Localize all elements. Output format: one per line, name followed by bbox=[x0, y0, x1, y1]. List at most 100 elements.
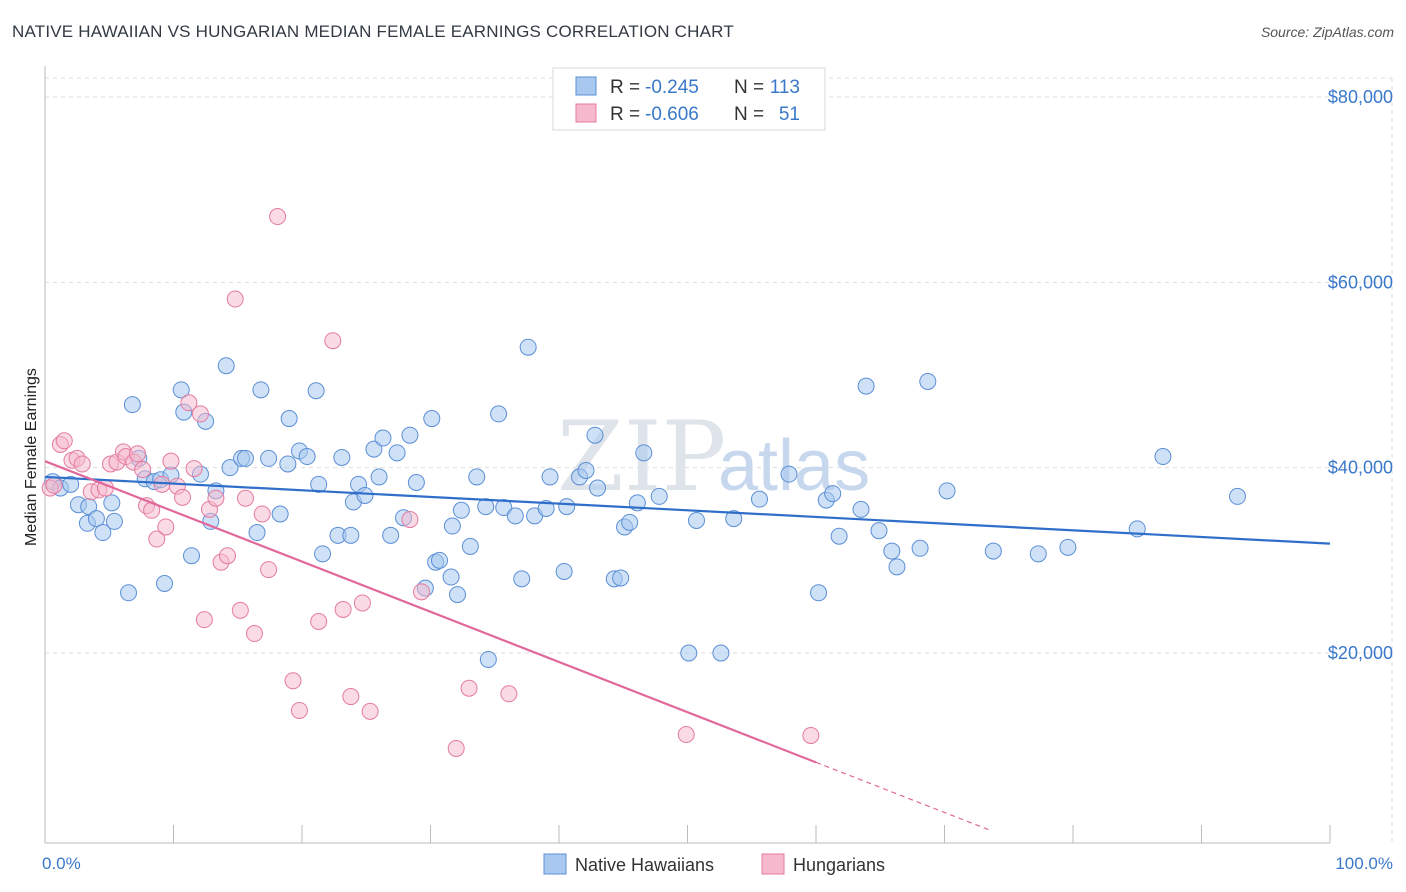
native-hawaiian-point bbox=[252, 381, 270, 399]
x-tick-label-1: 100.0% bbox=[1335, 854, 1393, 873]
legend-r-value-1: -0.245 bbox=[645, 77, 699, 98]
native-hawaiian-point bbox=[558, 498, 576, 516]
native-hawaiian-point bbox=[725, 510, 743, 528]
native-hawaiian-point bbox=[490, 405, 508, 423]
native-hawaiian-point bbox=[1228, 487, 1246, 505]
native-hawaiian-point bbox=[888, 558, 906, 576]
hungarian-trend-line-extension bbox=[815, 761, 990, 831]
native-hawaiian-point bbox=[477, 498, 495, 516]
native-hawaiian-points bbox=[44, 338, 1246, 668]
hungarian-point bbox=[180, 394, 198, 412]
native-hawaiian-point bbox=[824, 485, 842, 503]
hungarian-point bbox=[413, 583, 431, 601]
hungarian-point bbox=[245, 625, 263, 643]
native-hawaiian-point bbox=[87, 510, 105, 528]
hungarian-point bbox=[157, 518, 175, 536]
legend-n-label-1: N = bbox=[734, 77, 764, 98]
native-hawaiian-point bbox=[370, 468, 388, 486]
native-hawaiian-point bbox=[448, 586, 466, 604]
native-hawaiian-point bbox=[94, 524, 112, 542]
native-hawaiian-point bbox=[541, 468, 559, 486]
bottom-legend-hungarians: Hungarians bbox=[793, 855, 885, 875]
native-hawaiian-point bbox=[687, 511, 705, 529]
native-hawaiian-point bbox=[519, 338, 537, 356]
native-hawaiian-point bbox=[123, 396, 141, 414]
native-hawaiian-point bbox=[589, 479, 607, 497]
native-hawaiian-point bbox=[314, 545, 332, 563]
y-tick-label-2: $60,000 bbox=[1328, 272, 1393, 292]
hungarian-point bbox=[45, 476, 63, 494]
native-hawaiian-point bbox=[1059, 538, 1077, 556]
hungarian-point bbox=[802, 726, 820, 744]
hungarian-point bbox=[353, 594, 371, 612]
native-hawaiian-point bbox=[635, 444, 653, 462]
hungarian-point bbox=[218, 547, 236, 565]
bottom-legend-swatch-pink bbox=[761, 853, 785, 875]
native-hawaiian-point bbox=[452, 501, 470, 519]
native-hawaiian-point bbox=[680, 644, 698, 662]
native-hawaiian-point bbox=[442, 568, 460, 586]
native-hawaiian-point bbox=[1029, 545, 1047, 563]
hungarian-point bbox=[185, 460, 203, 478]
native-hawaiian-point bbox=[382, 526, 400, 544]
hungarian-point bbox=[134, 461, 152, 479]
native-hawaiian-point bbox=[555, 562, 573, 580]
hungarian-point bbox=[195, 611, 213, 629]
series-legend: Native Hawaiians Hungarians bbox=[543, 853, 885, 875]
native-hawaiian-point bbox=[365, 440, 383, 458]
native-hawaiian-point bbox=[298, 448, 316, 466]
native-hawaiian-point bbox=[810, 584, 828, 602]
native-hawaiian-point bbox=[356, 486, 374, 504]
native-hawaiian-point bbox=[280, 410, 298, 428]
hungarian-point bbox=[191, 405, 209, 423]
native-hawaiian-point bbox=[883, 542, 901, 560]
native-hawaiian-point bbox=[307, 382, 325, 400]
native-hawaiian-point bbox=[221, 459, 239, 477]
x-tick-labels: 0.0% 100.0% bbox=[42, 854, 1393, 873]
native-hawaiian-point bbox=[120, 584, 138, 602]
native-hawaiian-point bbox=[105, 512, 123, 530]
hungarian-point bbox=[269, 208, 287, 226]
legend-n-value-2: 51 bbox=[779, 104, 800, 125]
native-hawaiian-point bbox=[236, 449, 254, 467]
hungarian-point bbox=[207, 489, 225, 507]
y-tick-labels: $20,000 $40,000 $60,000 $80,000 bbox=[1328, 87, 1393, 663]
native-hawaiian-point bbox=[388, 444, 406, 462]
native-hawaiian-point bbox=[852, 500, 870, 518]
native-hawaiian-point bbox=[506, 507, 524, 525]
bottom-legend-swatch-blue bbox=[543, 853, 567, 875]
hungarian-point bbox=[162, 452, 180, 470]
native-hawaiian-point bbox=[750, 490, 768, 508]
native-hawaiian-point bbox=[310, 475, 328, 493]
legend-swatch-blue bbox=[575, 76, 597, 96]
native-hawaiian-point bbox=[407, 473, 425, 491]
legend-swatch-pink bbox=[575, 103, 597, 123]
native-hawaiian-point bbox=[430, 551, 448, 569]
native-hawaiian-point bbox=[401, 426, 419, 444]
native-hawaiian-point bbox=[103, 494, 121, 512]
native-hawaiian-point bbox=[984, 542, 1002, 560]
stats-legend: R = -0.245 N = 113 R = -0.606 N = 51 bbox=[552, 67, 826, 131]
native-hawaiian-point bbox=[495, 499, 513, 517]
native-hawaiian-point bbox=[712, 644, 730, 662]
legend-n-label-2: N = bbox=[734, 104, 764, 125]
hungarian-point bbox=[284, 672, 302, 690]
hungarian-point bbox=[226, 290, 244, 308]
y-tick-label-1: $40,000 bbox=[1328, 458, 1393, 478]
native-hawaiian-point bbox=[479, 650, 497, 668]
native-hawaiian-point bbox=[279, 455, 297, 473]
axes bbox=[44, 66, 1331, 844]
native-hawaiian-point bbox=[938, 482, 956, 500]
hungarian-point bbox=[447, 739, 465, 757]
native-hawaiian-point bbox=[374, 429, 392, 447]
native-hawaiian-point bbox=[423, 410, 441, 428]
hungarian-point bbox=[361, 702, 379, 720]
hungarian-point bbox=[55, 432, 73, 450]
hungarian-point bbox=[334, 600, 352, 618]
native-hawaiian-point bbox=[217, 357, 235, 375]
hungarian-trend-line bbox=[44, 460, 817, 764]
hungarian-point bbox=[129, 445, 147, 463]
hungarian-point bbox=[236, 489, 254, 507]
native-hawaiian-point bbox=[156, 575, 174, 592]
